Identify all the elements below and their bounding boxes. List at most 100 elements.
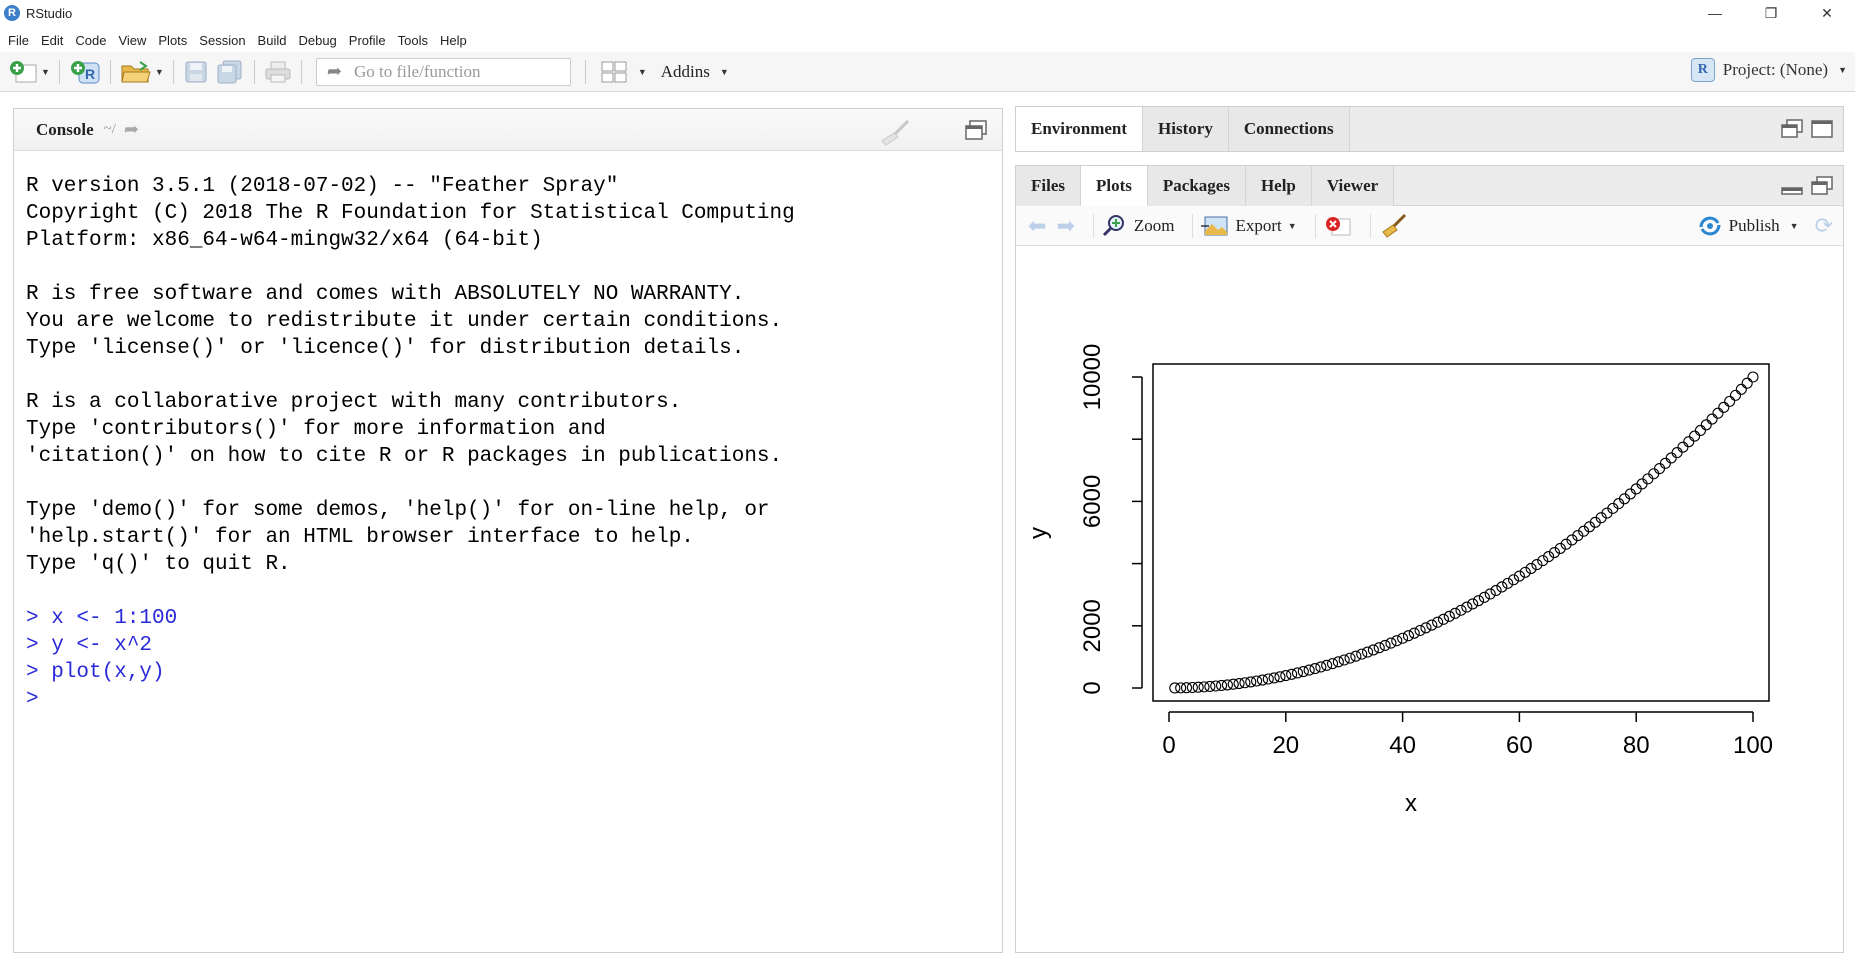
restore-pane-icon[interactable]	[1811, 176, 1833, 196]
data-point	[1560, 538, 1572, 550]
tab-files[interactable]: Files	[1016, 166, 1081, 206]
chevron-down-icon: ▼	[1287, 220, 1297, 231]
console-output-line: Type 'q()' to quit R.	[26, 553, 291, 576]
toolbar-divider	[109, 59, 111, 84]
console-command-line: > x <- 1:100	[26, 607, 178, 630]
data-point	[1513, 570, 1525, 582]
console-command-line: > plot(x,y)	[26, 661, 165, 684]
y-axis-label: y	[1025, 527, 1052, 539]
maximize-pane-icon[interactable]	[964, 119, 988, 141]
rstudio-logo-icon: R	[4, 5, 20, 21]
data-point	[1496, 581, 1508, 593]
menu-tools[interactable]: Tools	[397, 32, 428, 48]
restore-pane-icon[interactable]	[1781, 119, 1803, 139]
console-output-line: Type 'contributors()' for more informati…	[26, 418, 606, 441]
tab-history[interactable]: History	[1143, 107, 1229, 151]
minimize-pane-icon[interactable]	[1781, 176, 1803, 196]
data-point	[1443, 610, 1455, 622]
data-point	[1671, 447, 1683, 459]
remove-plot-button[interactable]	[1324, 215, 1352, 237]
plot-area: 0 20 40 60 80 100 0 2000 6000 10000 x y	[1016, 246, 1843, 952]
x-axis-label: x	[1405, 790, 1417, 817]
data-point	[1508, 574, 1520, 586]
menu-help[interactable]: Help	[440, 32, 467, 48]
data-point	[1297, 665, 1309, 678]
export-image-icon	[1201, 216, 1228, 235]
refresh-plot-icon[interactable]: ⟳	[1814, 213, 1833, 238]
save-all-button[interactable]	[215, 57, 245, 87]
data-point	[1654, 463, 1666, 475]
data-point	[1531, 559, 1543, 571]
y-axis: 0 2000 6000 10000	[1079, 344, 1143, 695]
addins-menu[interactable]: Addins ▼	[653, 57, 729, 87]
console-prompt[interactable]: >	[26, 688, 39, 711]
remove-plot-icon	[1325, 216, 1351, 235]
tab-connections[interactable]: Connections	[1228, 107, 1350, 151]
x-tick-label: 60	[1506, 732, 1533, 759]
toolbar-divider	[1314, 213, 1316, 238]
data-point	[1735, 383, 1747, 395]
menu-build[interactable]: Build	[257, 32, 287, 48]
clear-console-icon[interactable]	[876, 119, 912, 147]
restore-button[interactable]: ❐	[1764, 4, 1778, 21]
console-output-line	[26, 578, 1002, 605]
close-button[interactable]: ✕	[1821, 4, 1833, 21]
toolbar-divider	[253, 59, 255, 84]
clear-plots-button[interactable]	[1379, 213, 1409, 239]
tab-environment[interactable]: Environment	[1016, 107, 1144, 151]
go-to-file-input[interactable]: ➦ Go to file/function	[315, 57, 571, 86]
plots-toolbar: ⬅ ➡ Zoom Export ▼	[1016, 206, 1843, 246]
chevron-down-icon[interactable]: ▼	[41, 66, 50, 77]
title-bar: R RStudio — ❐ ✕	[0, 0, 1855, 26]
menu-profile[interactable]: Profile	[348, 32, 386, 48]
print-icon	[265, 61, 291, 82]
menu-plots[interactable]: Plots	[158, 32, 188, 48]
previous-plot-icon[interactable]: ⬅	[1028, 212, 1047, 238]
console-command-line: > y <- x^2	[26, 634, 153, 657]
toolbar-divider	[1092, 213, 1094, 238]
open-file-button[interactable]: ▼	[120, 57, 164, 87]
data-point	[1525, 562, 1537, 575]
new-project-icon: R	[70, 60, 100, 83]
tab-plots[interactable]: Plots	[1081, 166, 1148, 206]
data-point	[1432, 616, 1444, 628]
menu-view[interactable]: View	[118, 32, 147, 48]
main-toolbar: ▼ R ▼	[0, 52, 1855, 92]
tab-viewer[interactable]: Viewer	[1311, 166, 1395, 206]
console-output[interactable]: R version 3.5.1 (2018-07-02) -- "Feather…	[14, 151, 1002, 713]
print-button[interactable]	[264, 57, 292, 87]
goto-directory-icon[interactable]: ➦	[123, 119, 140, 139]
menu-session[interactable]: Session	[199, 32, 246, 48]
workspace-panes-button[interactable]: ▼	[600, 57, 647, 87]
menu-debug[interactable]: Debug	[298, 32, 337, 48]
console-output-line: Platform: x86_64-w64-mingw32/x64 (64-bit…	[26, 229, 543, 252]
console-tab[interactable]: Console	[36, 119, 94, 139]
minimize-button[interactable]: —	[1708, 5, 1722, 21]
data-point	[1303, 664, 1315, 676]
chevron-down-icon[interactable]: ▼	[154, 66, 164, 77]
export-button[interactable]: Export ▼	[1201, 215, 1297, 237]
environment-pane-controls	[1781, 119, 1833, 139]
y-tick-label: 0	[1079, 681, 1106, 694]
data-point	[1548, 546, 1560, 559]
maximize-pane-icon[interactable]	[1811, 119, 1833, 139]
zoom-icon	[1102, 214, 1124, 236]
new-file-button[interactable]: ▼	[8, 57, 50, 87]
chevron-down-icon[interactable]: ▼	[637, 66, 647, 77]
save-button[interactable]	[183, 57, 209, 87]
publish-button[interactable]: Publish ▼ ⟳	[1697, 213, 1833, 239]
x-tick-label: 40	[1389, 732, 1416, 759]
tab-help[interactable]: Help	[1245, 166, 1312, 206]
x-tick-label: 0	[1162, 732, 1175, 759]
menu-edit[interactable]: Edit	[40, 32, 64, 48]
new-project-button[interactable]: R	[69, 57, 101, 87]
next-plot-icon[interactable]: ➡	[1056, 212, 1075, 238]
zoom-button[interactable]: Zoom	[1102, 214, 1174, 238]
menu-file[interactable]: File	[8, 32, 29, 48]
project-menu[interactable]: R Project: (None) ▼	[1690, 58, 1847, 82]
tab-packages[interactable]: Packages	[1147, 166, 1246, 206]
data-point	[1472, 595, 1485, 607]
menu-code[interactable]: Code	[75, 32, 107, 48]
toolbar-divider	[1369, 213, 1371, 238]
data-point	[1169, 682, 1181, 694]
